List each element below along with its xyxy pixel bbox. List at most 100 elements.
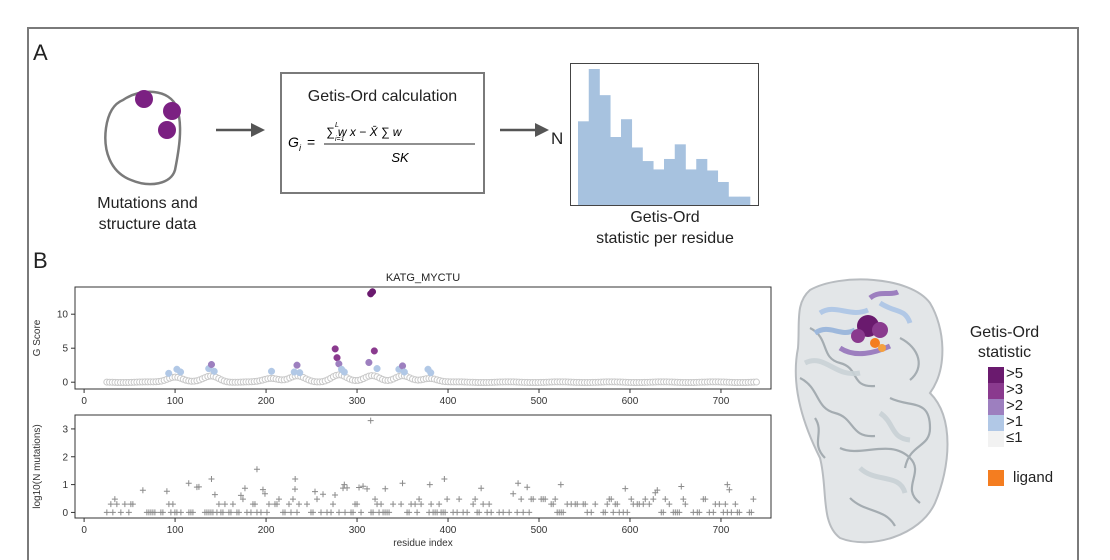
mutation-count-point [109, 509, 116, 516]
formula-numerator: ∑ w x − X̄ ∑ w [326, 125, 403, 139]
chart-title: KATG_MYCTU [386, 272, 460, 284]
mutation-count-point [610, 509, 617, 516]
x-tick-label: 0 [81, 396, 87, 407]
mutation-count-point [662, 496, 669, 503]
mutation-count-point [251, 501, 258, 508]
mutation-count-point [520, 509, 527, 516]
getis-ord-histogram [570, 63, 759, 206]
legend-swatch [988, 367, 1004, 383]
formula-sum-sup: L [335, 122, 339, 129]
mutation-count-point [332, 491, 339, 498]
mutation-count-point [574, 501, 581, 508]
legend-title-line2: statistic [977, 344, 1032, 361]
legend-label: >5 [1006, 365, 1024, 382]
mutation-count-point [736, 509, 743, 516]
mutation-count-point [386, 509, 393, 516]
mutation-count-point [111, 496, 118, 503]
mutation-count-point [441, 476, 448, 483]
mutation-count-point [107, 501, 114, 508]
mutation-count-point [604, 501, 611, 508]
gscore-highlight-point [333, 354, 341, 362]
histogram-bar [610, 137, 622, 205]
mutation-count-point [281, 509, 288, 516]
plot-frame [74, 414, 772, 519]
mutation-count-point [318, 509, 325, 516]
mutation-count-point [237, 492, 244, 499]
histogram-bar [653, 169, 665, 205]
mutation-count-point [163, 488, 170, 495]
mutation-count-point [646, 501, 653, 508]
mutation-count-point [364, 485, 371, 492]
mutation-count-point [185, 480, 192, 487]
mutation-count-point [406, 509, 413, 516]
x-tick-label: 600 [622, 396, 639, 407]
gscore-highlight-point [210, 367, 218, 375]
mutation-count-point [370, 509, 377, 516]
mutation-count-point [354, 501, 361, 508]
mutation-count-point [320, 491, 327, 498]
mutation-count-point [295, 501, 302, 508]
mutation-count-point [341, 481, 348, 488]
mutation-count-point [470, 501, 477, 508]
mutation-count-point [750, 496, 757, 503]
mutation-count-point [293, 509, 300, 516]
mutation-count-point [414, 509, 421, 516]
protein-structure-image [794, 278, 949, 544]
mutation-count-point [480, 501, 487, 508]
mutations-plot: 0 100 200 300 400 500 600 700 0 1 2 3 log10(N mutati… [32, 414, 772, 549]
formula-denominator: SK [391, 150, 410, 165]
gscore-highlight-point [368, 288, 377, 296]
histogram-bar [739, 196, 751, 205]
x-tick-label: 400 [440, 396, 457, 407]
mutation-count-point [169, 501, 176, 508]
mutation-count-point [390, 501, 397, 508]
mutation-count-point [588, 509, 595, 516]
gscore-highlight-point [267, 367, 276, 375]
legend-item: >3 [988, 381, 1058, 399]
mutation-count-point [454, 509, 461, 516]
mutation-count-point [514, 509, 521, 516]
x-tick-label: 200 [258, 525, 275, 536]
mutation-count-point [398, 501, 405, 508]
mutation-count-point [412, 501, 419, 508]
histogram-bar [664, 158, 676, 205]
mutation-count-point [444, 496, 451, 503]
mutation-count-point [650, 496, 657, 503]
mutation-count-point [515, 480, 522, 487]
mutation-count-point [360, 483, 367, 490]
x-tick-label: 0 [81, 525, 87, 536]
mutation-count-point [358, 509, 365, 516]
mutation-count-point [208, 476, 215, 483]
x-tick-label: 500 [531, 525, 548, 536]
y-axis-label: G Score [32, 319, 43, 356]
mutation-count-point [344, 484, 351, 491]
mutation-count-point [289, 496, 296, 503]
x-tick-label: 300 [349, 396, 366, 407]
histogram-caption: Getis-Ord statistic per residue [565, 207, 765, 249]
mutation-count-point [624, 509, 631, 516]
formula-lhs-sub: i [299, 143, 302, 153]
histogram-bar [631, 147, 643, 205]
mutation-dot [158, 121, 176, 139]
mutation-count-point [456, 496, 463, 503]
histogram-bar [674, 144, 686, 205]
mutation-count-point [592, 501, 599, 508]
legend-label: >2 [1006, 397, 1024, 414]
ligand-swatch [988, 470, 1004, 486]
mutation-count-point [139, 487, 146, 494]
gscore-highlight-point [340, 368, 348, 376]
x-tick-label: 500 [531, 396, 548, 407]
mutation-count-point [189, 509, 196, 516]
mutation-count-point [557, 481, 564, 488]
mutation-count-point [486, 501, 493, 508]
mutation-count-point [560, 509, 567, 516]
legend-swatch [988, 399, 1004, 415]
mutation-count-point [680, 496, 687, 503]
histogram-bar [578, 121, 590, 205]
mutation-count-point [472, 496, 479, 503]
gscore-highlight-point [293, 361, 301, 369]
gscore-highlight-point [165, 369, 173, 377]
gscore-plot: 0 100 200 300 400 500 600 700 0 5 10 G Score KATG_MY… [32, 272, 772, 407]
mutation-count-point [219, 509, 226, 516]
mutation-dot [135, 90, 153, 108]
